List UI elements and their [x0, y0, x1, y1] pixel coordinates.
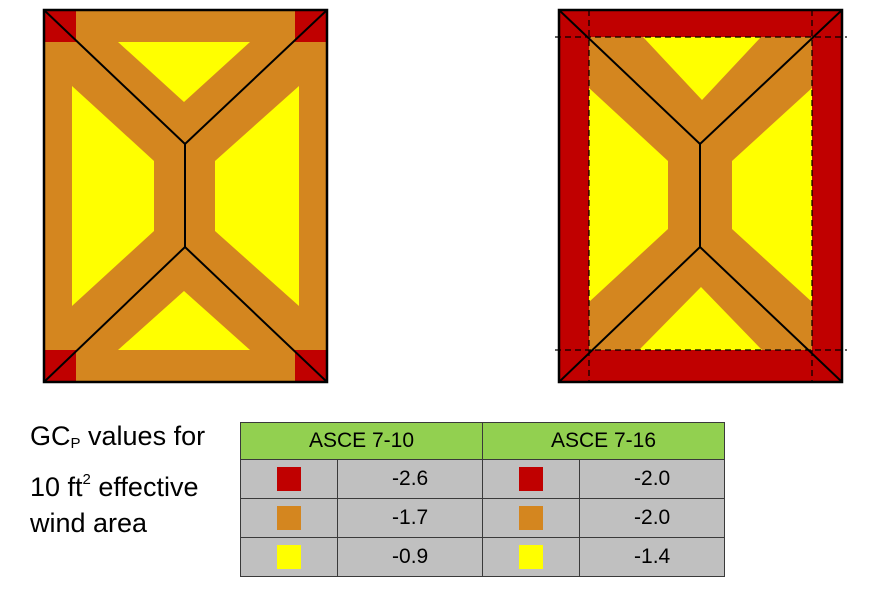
- interior-zone-top: [118, 42, 250, 102]
- corner-zone-swatch: [519, 467, 544, 492]
- roof-outline: [42, 8, 329, 384]
- interior-zone-bottom: [118, 291, 250, 350]
- zone-boundary-dashed-lines: [555, 10, 847, 382]
- swatch-cell: [239, 498, 339, 538]
- roof-zone-diagram-asce-7-10: [42, 8, 329, 384]
- value-cell: -2.6: [337, 459, 483, 499]
- interior-zone-left: [72, 86, 154, 306]
- caption: GCP values for 10 ft2 effective wind are…: [30, 418, 205, 541]
- table-row-corner: -2.6 -2.0: [239, 459, 725, 499]
- roof-zone-diagram-asce-7-16: [555, 8, 847, 384]
- value-cell: -1.4: [579, 537, 725, 577]
- caption-line-1: GCP values for: [30, 421, 206, 452]
- table-row-edge: -1.7 -2.0: [239, 498, 725, 538]
- swatch-cell: [481, 498, 581, 538]
- swatch-cell: [481, 459, 581, 499]
- edge-zone-swatch: [277, 506, 302, 531]
- value-cell: -2.0: [579, 459, 725, 499]
- caption-line-3: wind area: [30, 508, 148, 538]
- roof-outline: [557, 8, 844, 384]
- interior-zone-swatch: [519, 545, 544, 570]
- interior-zone-right: [215, 86, 299, 306]
- gcp-values-table: ASCE 7-10 ASCE 7-16 -2.6 -2.0 -1.7 -2.0 …: [239, 422, 726, 577]
- table-row-interior: -0.9 -1.4: [239, 537, 725, 577]
- header-asce-7-10: ASCE 7-10: [240, 422, 483, 460]
- value-cell: -0.9: [337, 537, 483, 577]
- table-header-row: ASCE 7-10 ASCE 7-16: [240, 422, 726, 460]
- interior-zone-bottom: [639, 287, 762, 350]
- swatch-cell: [239, 537, 339, 577]
- swatch-cell: [239, 459, 339, 499]
- interior-zone-right: [732, 88, 812, 302]
- swatch-cell: [481, 537, 581, 577]
- value-cell: -2.0: [579, 498, 725, 538]
- interior-zone-swatch: [277, 545, 302, 570]
- header-asce-7-16: ASCE 7-16: [481, 422, 726, 460]
- value-cell: -1.7: [337, 498, 483, 538]
- edge-zone-swatch: [519, 506, 544, 531]
- corner-zone-swatch: [277, 467, 302, 492]
- interior-zone-top: [643, 37, 761, 100]
- caption-line-2: 10 ft2 effective: [30, 471, 199, 502]
- interior-zone-left: [589, 88, 668, 302]
